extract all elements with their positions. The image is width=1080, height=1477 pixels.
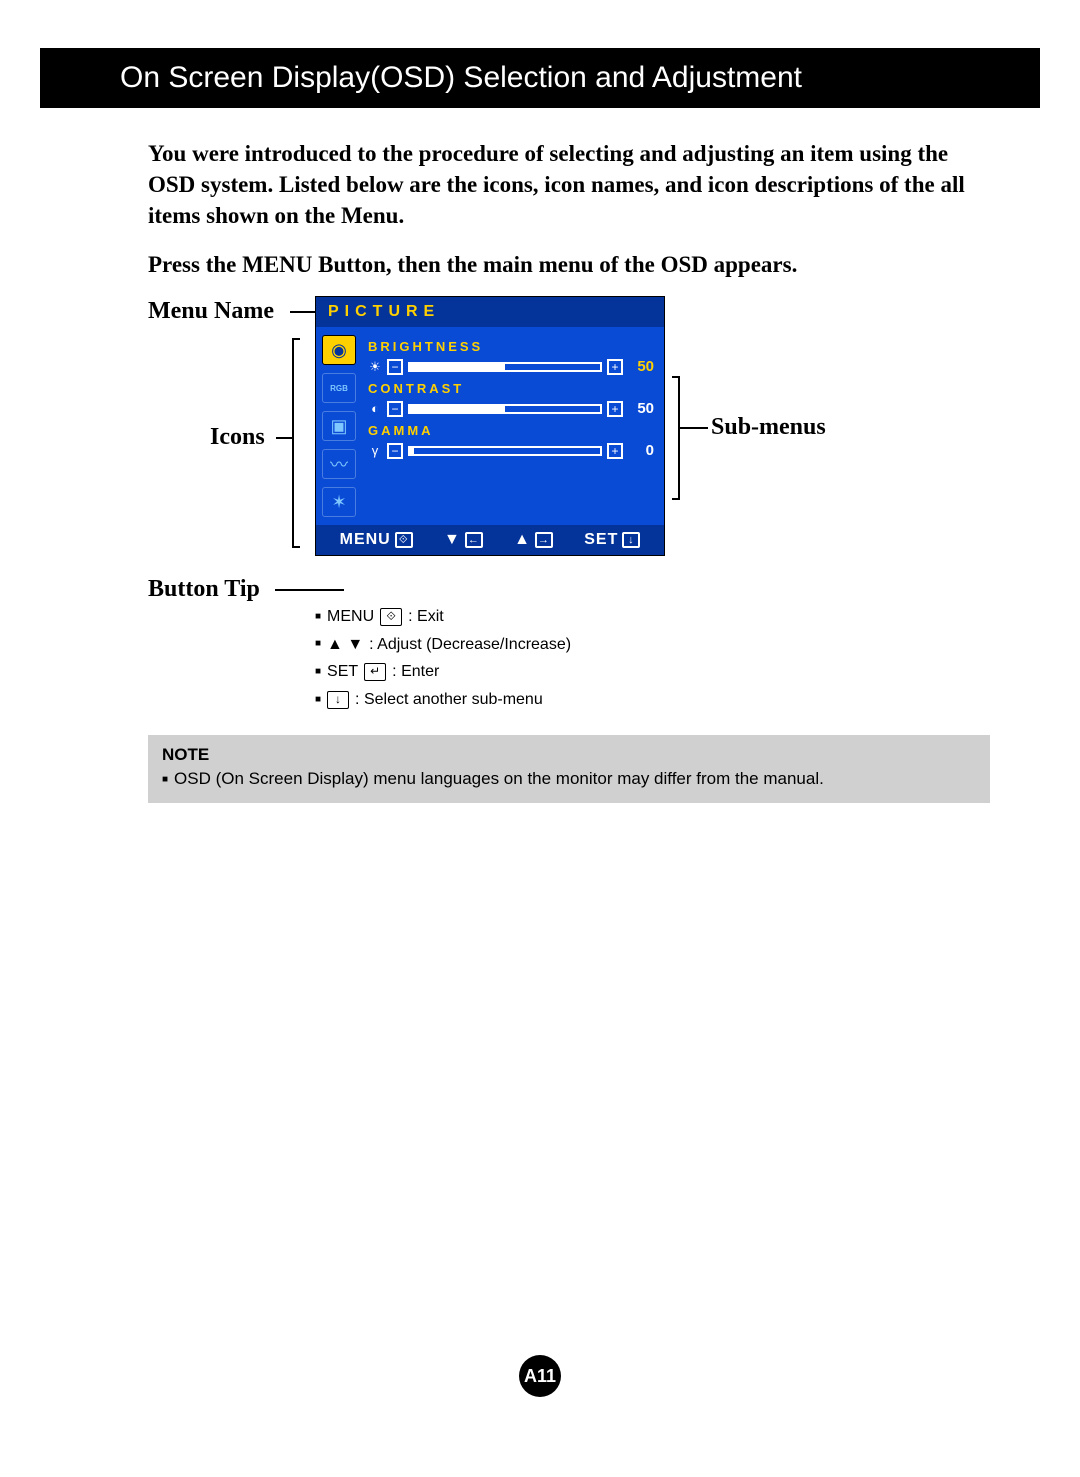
slider-row-brightness: BRIGHTNESS ☀− +50 [368, 339, 654, 375]
gear-icon[interactable]: ✶ [322, 487, 356, 517]
slider-control[interactable]: ◐− +50 [368, 400, 654, 417]
arrow-left-icon: ← [465, 532, 483, 548]
connector-line [290, 311, 315, 313]
set-label: SET [584, 531, 618, 549]
osd-submenu-area: BRIGHTNESS☀−+50CONTRAST◐−+50GAMMAγ−+0 [362, 327, 664, 525]
legend-box-icon: ↓ [327, 691, 349, 709]
slider-track[interactable] [408, 404, 602, 414]
osd-body: ◉RGB▣〰✶ BRIGHTNESS☀−+50CONTRAST◐−+50GAMM… [316, 327, 664, 525]
slider-fill [410, 406, 505, 412]
slider-track[interactable] [408, 362, 602, 372]
slider-label: CONTRAST [368, 381, 654, 396]
bracket-submenus [678, 376, 680, 500]
bullet-icon: ■ [315, 609, 321, 625]
page-title: On Screen Display(OSD) Selection and Adj… [40, 61, 802, 95]
minus-button[interactable]: − [387, 401, 403, 417]
arrow-right-icon: → [535, 532, 553, 548]
bullet-icon: ■ [315, 692, 321, 708]
slider-control[interactable]: γ− +0 [368, 442, 654, 459]
intro-p2: Press the MENU Button, then the main men… [148, 249, 980, 280]
note-title: NOTE [162, 745, 976, 765]
plus-button[interactable]: + [607, 359, 623, 375]
note-text: ■ OSD (On Screen Display) menu languages… [162, 769, 976, 789]
connector-line [680, 427, 708, 429]
rgb-icon[interactable]: RGB [322, 373, 356, 403]
slider-icon: γ [368, 444, 382, 458]
triangle-up-icon: ▲ [514, 531, 531, 549]
set-icon: ↓ [622, 532, 640, 548]
legend-pre: SET [327, 659, 358, 685]
slider-control[interactable]: ☀− +50 [368, 358, 654, 375]
slider-row-gamma: GAMMA γ− +0 [368, 423, 654, 459]
legend-box-icon: ⟐ [380, 608, 402, 626]
legend-post: : Select another sub-menu [355, 687, 543, 713]
slider-track[interactable] [408, 446, 602, 456]
legend-pre: ▲ ▼ [327, 632, 363, 658]
screen-icon[interactable]: ▣ [322, 411, 356, 441]
label-button-tip: Button Tip [148, 576, 260, 603]
bracket-icons [292, 338, 294, 548]
triangle-down-icon: ▼ [444, 531, 461, 549]
legend-row: ■ SET ↵ : Enter [315, 659, 665, 685]
menu-icon: ⟐ [395, 532, 413, 548]
osd-icon-column: ◉ RGB ▣ 〰 ✶ [316, 327, 362, 525]
slider-label: GAMMA [368, 423, 654, 438]
slider-value: 0 [628, 442, 654, 459]
osd-menu-button[interactable]: MENU ⟐ [340, 531, 413, 549]
minus-button[interactable]: − [387, 359, 403, 375]
sun-icon[interactable]: ◉ [322, 335, 356, 365]
intro-text: You were introduced to the procedure of … [148, 138, 980, 298]
bullet-icon: ■ [162, 774, 168, 789]
legend-post: : Enter [392, 659, 439, 685]
osd-set-button[interactable]: SET ↓ [584, 531, 640, 549]
slider-value: 50 [628, 400, 654, 417]
note-box: NOTE ■ OSD (On Screen Display) menu lang… [148, 735, 990, 803]
slider-icon: ◐ [368, 402, 382, 416]
label-menu-name: Menu Name [148, 298, 274, 325]
slider-label: BRIGHTNESS [368, 339, 654, 354]
intro-p1: You were introduced to the procedure of … [148, 138, 980, 231]
osd-up-button[interactable]: ▲ → [514, 531, 553, 549]
plus-button[interactable]: + [607, 443, 623, 459]
osd-down-button[interactable]: ▼ ← [444, 531, 483, 549]
slider-row-contrast: CONTRAST ◐− +50 [368, 381, 654, 417]
bullet-icon: ■ [315, 636, 321, 652]
osd-button-bar: MENU ⟐ ▼ ← ▲ → SET ↓ [316, 525, 664, 555]
osd-menu-name: PICTURE [316, 297, 664, 327]
slider-icon: ☀ [368, 360, 382, 374]
legend-box-icon: ↵ [364, 663, 386, 681]
slider-fill [410, 448, 414, 454]
label-sub-menus: Sub-menus [711, 414, 826, 441]
connector-line [275, 589, 344, 591]
label-icons: Icons [210, 424, 265, 451]
slider-value: 50 [628, 358, 654, 375]
legend-row: ■ ▲ ▼: Adjust (Decrease/Increase) [315, 632, 665, 658]
bullet-icon: ■ [315, 664, 321, 680]
menu-label: MENU [340, 531, 391, 549]
button-tip-legend: ■ MENU ⟐ : Exit ■ ▲ ▼: Adjust (Decrease/Incre… [315, 604, 665, 714]
legend-pre: MENU [327, 604, 374, 630]
plus-button[interactable]: + [607, 401, 623, 417]
slider-fill [410, 364, 505, 370]
page-number-badge: A11 [519, 1355, 561, 1397]
osd-panel: PICTURE ◉RGB▣〰✶ BRIGHTNESS☀−+50CONTRAST◐… [315, 296, 665, 556]
header-bar: On Screen Display(OSD) Selection and Adj… [40, 48, 1040, 108]
wave-icon[interactable]: 〰 [322, 449, 356, 479]
minus-button[interactable]: − [387, 443, 403, 459]
legend-post: : Adjust (Decrease/Increase) [369, 632, 571, 658]
note-body: OSD (On Screen Display) menu languages o… [174, 769, 824, 789]
legend-post: : Exit [408, 604, 444, 630]
legend-row: ■ ↓ : Select another sub-menu [315, 687, 665, 713]
legend-row: ■ MENU ⟐ : Exit [315, 604, 665, 630]
